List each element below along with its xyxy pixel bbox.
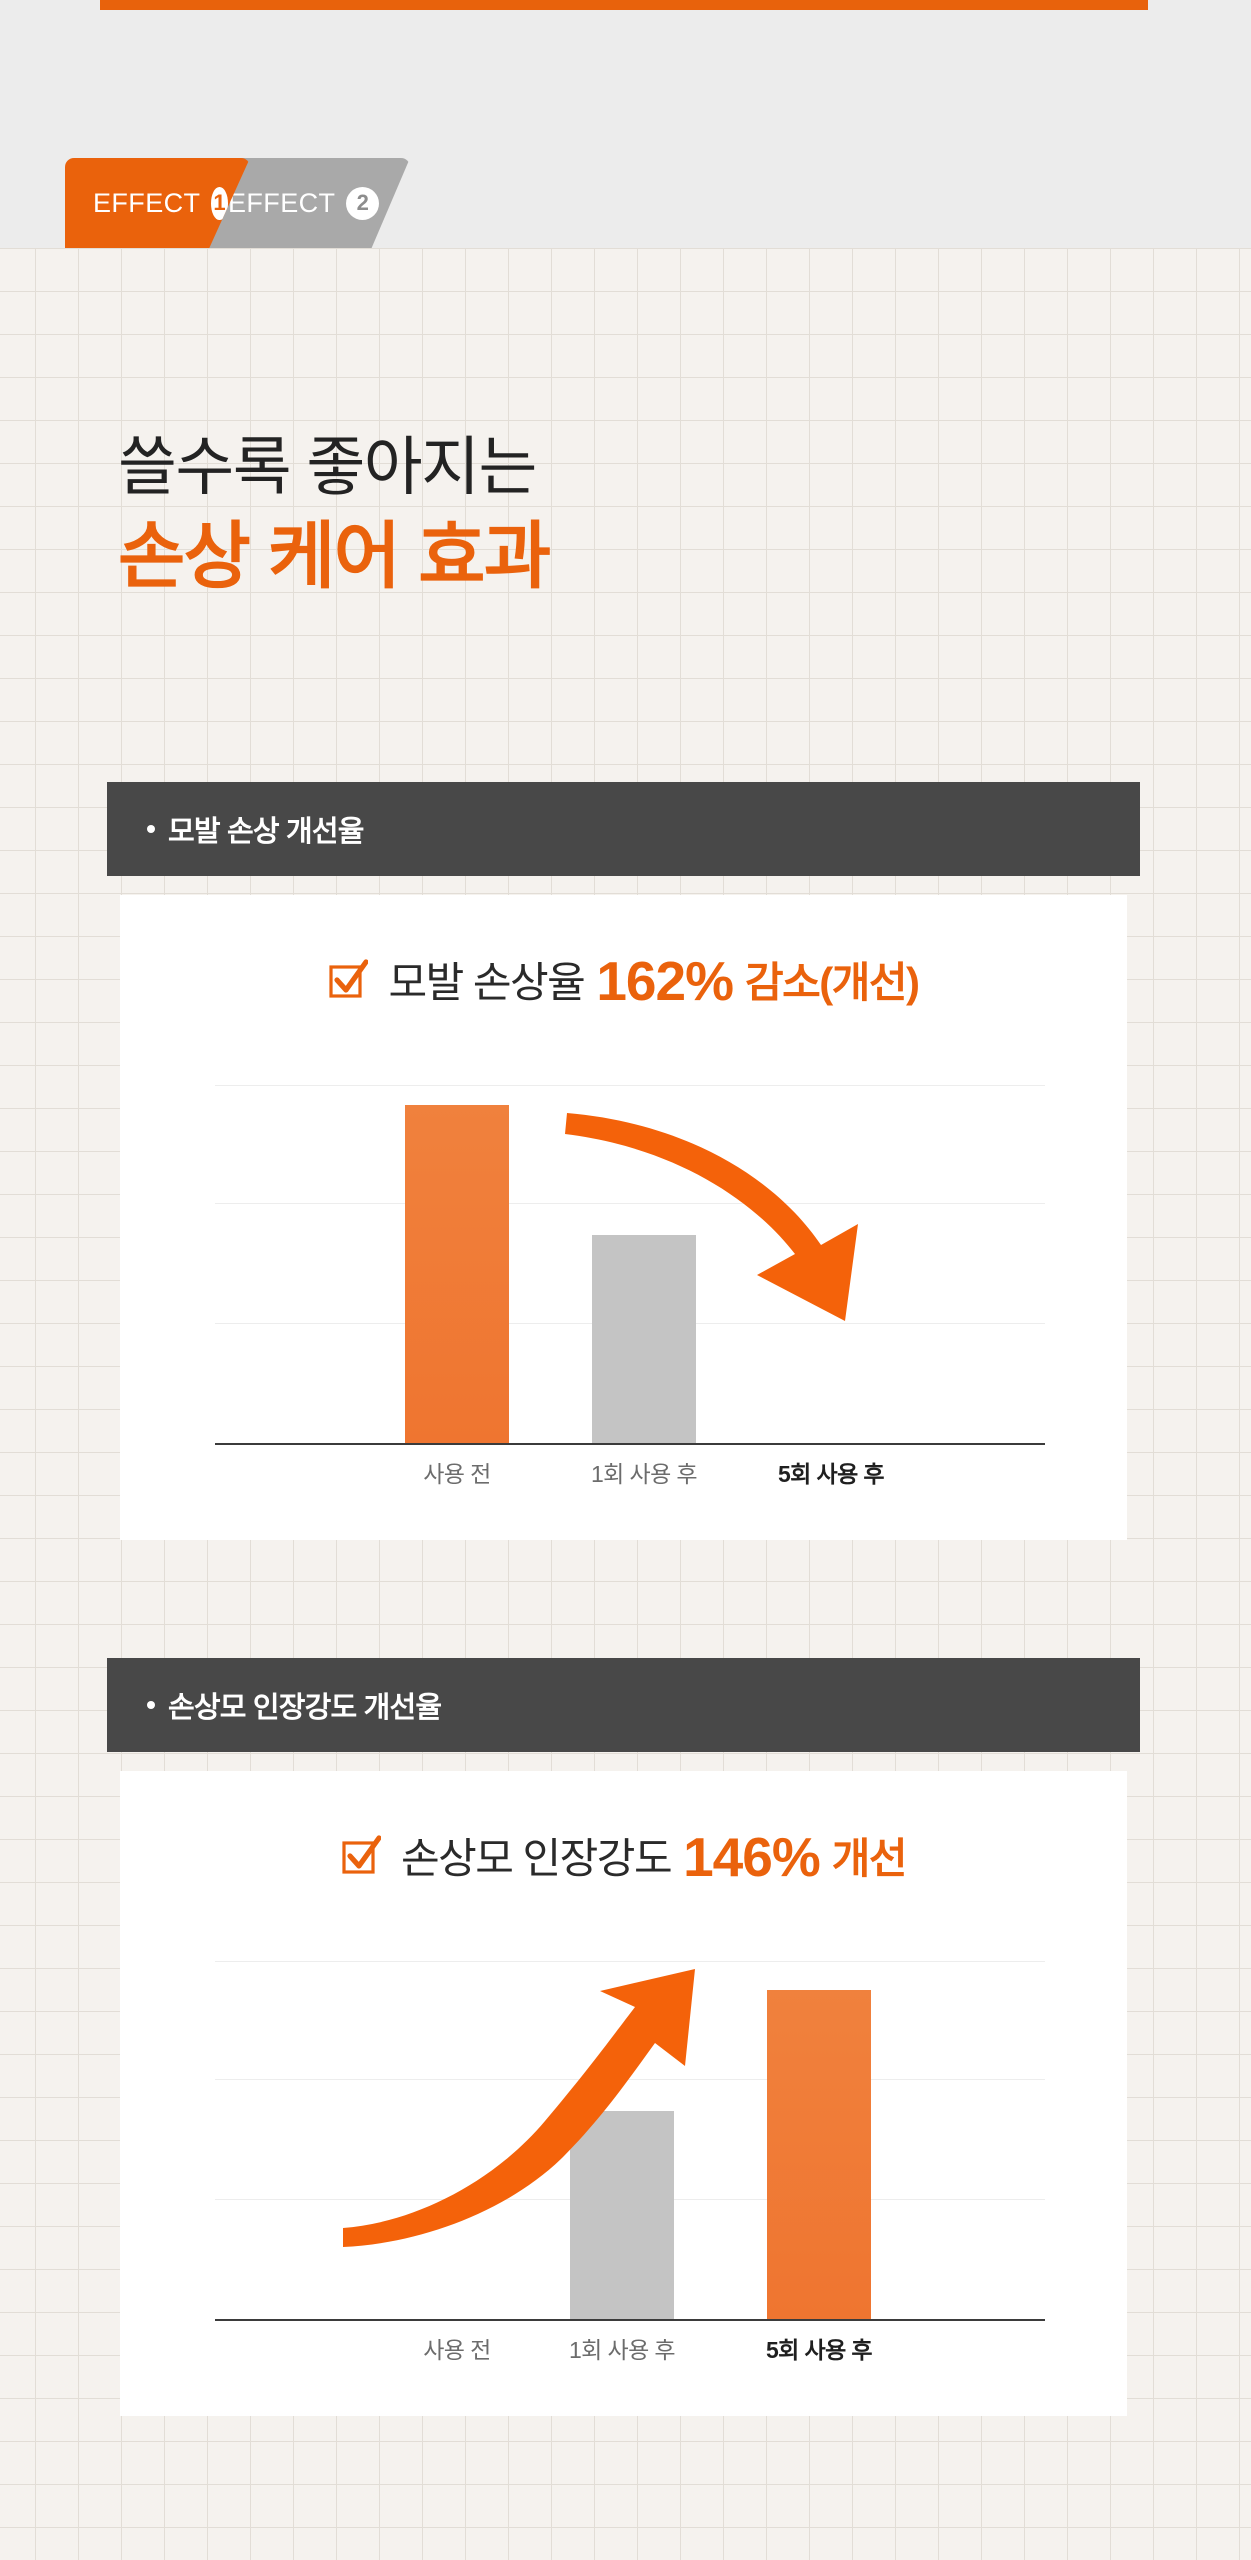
page-title: 쓸수록 좋아지는 손상 케어 효과: [118, 430, 1018, 600]
card-body: 손상모 인장강도 146% 개선 사용 전 1회 사용 후 5회 사용 후: [120, 1771, 1127, 2416]
card-body: 모발 손상율 162% 감소(개선) 사용 전 1회 사용 후 5회 사용 후: [120, 895, 1127, 1540]
bar-before-use: [405, 1105, 509, 1443]
x-label-after-1-use: 1회 사용 후: [568, 2337, 676, 2363]
stat-suffix: 감소(개선): [745, 958, 920, 1006]
card-header-label: 손상모 인장강도 개선율: [168, 1692, 442, 1724]
chart-gridline: [215, 1203, 1045, 1204]
x-label-after-5-use: 5회 사용 후: [765, 2337, 873, 2363]
x-label-after-1-use: 1회 사용 후: [590, 1461, 698, 1487]
bar-after-1-use: [570, 2111, 674, 2319]
top-accent-rule: [100, 0, 1148, 10]
x-label-after-5-use: 5회 사용 후: [777, 1461, 885, 1487]
chart-x-axis-labels: 사용 전 1회 사용 후 5회 사용 후: [215, 2331, 1045, 2371]
bar-after-5-use: [767, 1990, 871, 2319]
stat-suffix: 개선: [831, 1834, 908, 1882]
chart-gridline: [215, 1961, 1045, 1962]
chart-x-axis-labels: 사용 전 1회 사용 후 5회 사용 후: [215, 1455, 1045, 1495]
x-label-before-use: 사용 전: [423, 1461, 491, 1487]
stat-value: 146%: [683, 1826, 821, 1888]
bar-after-1-use: [592, 1235, 696, 1443]
page-title-line-2: 손상 케어 효과: [118, 515, 551, 597]
chart-baseline-axis: [215, 2319, 1045, 2321]
tab-effect-1-label: EFFECT: [93, 187, 201, 218]
chart-gridline: [215, 1085, 1045, 1086]
effect-card-tensile-strength: 손상모 인장강도 개선율 손상모 인장강도 146% 개선: [107, 1658, 1140, 2416]
effect-card-hair-damage: 모발 손상 개선율 모발 손상율 162% 감소(개선): [107, 782, 1140, 1540]
bar-chart-hair-damage: [215, 1085, 1045, 1445]
bar-chart-tensile-strength: [215, 1961, 1045, 2321]
stat-value: 162%: [596, 950, 734, 1012]
card-header: 모발 손상 개선율: [107, 782, 1140, 876]
checkbox-checked-icon: [329, 959, 369, 998]
tab-effect-2-badge: 2: [346, 186, 380, 220]
tab-bar: EFFECT 1 EFFECT 2: [0, 158, 1251, 248]
checkbox-checked-icon: [342, 1835, 381, 1874]
bullet-dot-icon: [147, 825, 155, 833]
bullet-dot-icon: [147, 1701, 155, 1709]
page-title-line-1: 쓸수록 좋아지는: [118, 431, 537, 503]
card-header-label: 모발 손상 개선율: [168, 816, 364, 848]
x-label-before-use: 사용 전: [423, 2337, 491, 2363]
stat-label: 손상모 인장강도: [400, 1834, 673, 1882]
stat-line: 모발 손상율 162% 감소(개선): [120, 947, 1127, 1012]
card-header: 손상모 인장강도 개선율: [107, 1658, 1140, 1752]
chart-baseline-axis: [215, 1443, 1045, 1445]
tab-effect-1[interactable]: EFFECT 1: [65, 158, 250, 248]
chart-gridline: [215, 2079, 1045, 2080]
tab-effect-1-badge: 1: [211, 186, 228, 220]
stat-line: 손상모 인장강도 146% 개선: [120, 1823, 1127, 1888]
stat-label: 모발 손상율: [388, 958, 585, 1006]
tab-effect-2-label: EFFECT: [228, 187, 336, 218]
